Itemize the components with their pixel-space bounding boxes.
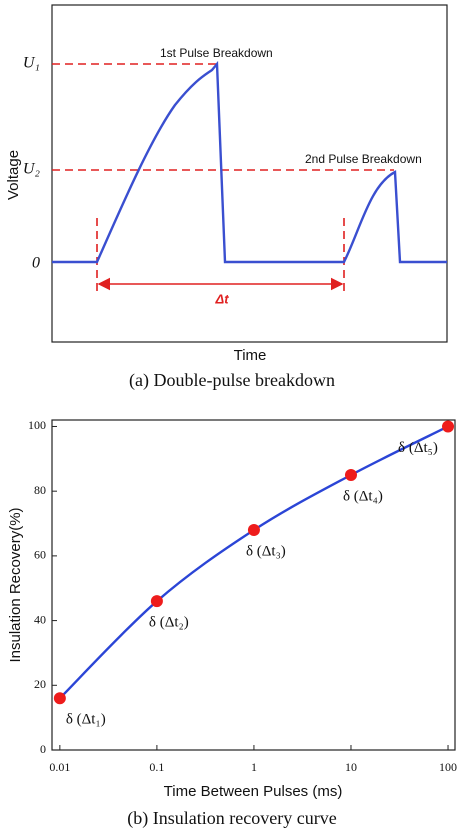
frame [51, 4, 448, 343]
point [53, 692, 66, 705]
annotation: Δt [214, 291, 229, 306]
line [59, 425, 449, 700]
point-label: δ (Δt₃) [246, 543, 286, 559]
y-tick-label: 20 [34, 677, 46, 691]
y-tick-label: 0 [40, 742, 46, 756]
point [442, 420, 455, 433]
point [150, 595, 163, 608]
point-label: δ (Δt₁) [66, 712, 106, 728]
point-label: δ (Δt₅) [398, 440, 438, 456]
point-label: δ (Δt₄) [343, 488, 383, 504]
y-tick-label: 60 [34, 548, 46, 562]
point [344, 469, 357, 481]
x-tick-label: 0.1 [149, 760, 164, 774]
level-label: U₂ [23, 161, 41, 178]
y-axis-label: Voltage [5, 150, 22, 200]
level-label: U₁ [23, 55, 40, 72]
x-tick-label: 1 [251, 760, 257, 774]
frame [51, 419, 456, 751]
x-tick-label: 0.01 [49, 760, 70, 774]
annotation: 2nd Pulse Breakdown [305, 152, 422, 166]
y-axis-label: Insulation Recovery(%) [7, 507, 24, 662]
y-tick-label: 100 [28, 418, 46, 432]
y-tick-label: 40 [34, 612, 46, 626]
annotation: 1st Pulse Breakdown [160, 46, 273, 60]
caption: (a) Double-pulse breakdown [129, 370, 335, 391]
point-label: δ (Δt₂) [149, 615, 189, 631]
x-tick-label: 10 [345, 760, 357, 774]
x-tick-label: 100 [439, 760, 457, 774]
point [247, 524, 260, 536]
x-axis-label: Time [234, 347, 267, 364]
caption: (b) Insulation recovery curve [127, 808, 336, 829]
level-label: 0 [32, 255, 40, 272]
y-tick-label: 80 [34, 483, 46, 497]
x-axis-label: Time Between Pulses (ms) [164, 783, 343, 800]
waveform [52, 60, 447, 264]
